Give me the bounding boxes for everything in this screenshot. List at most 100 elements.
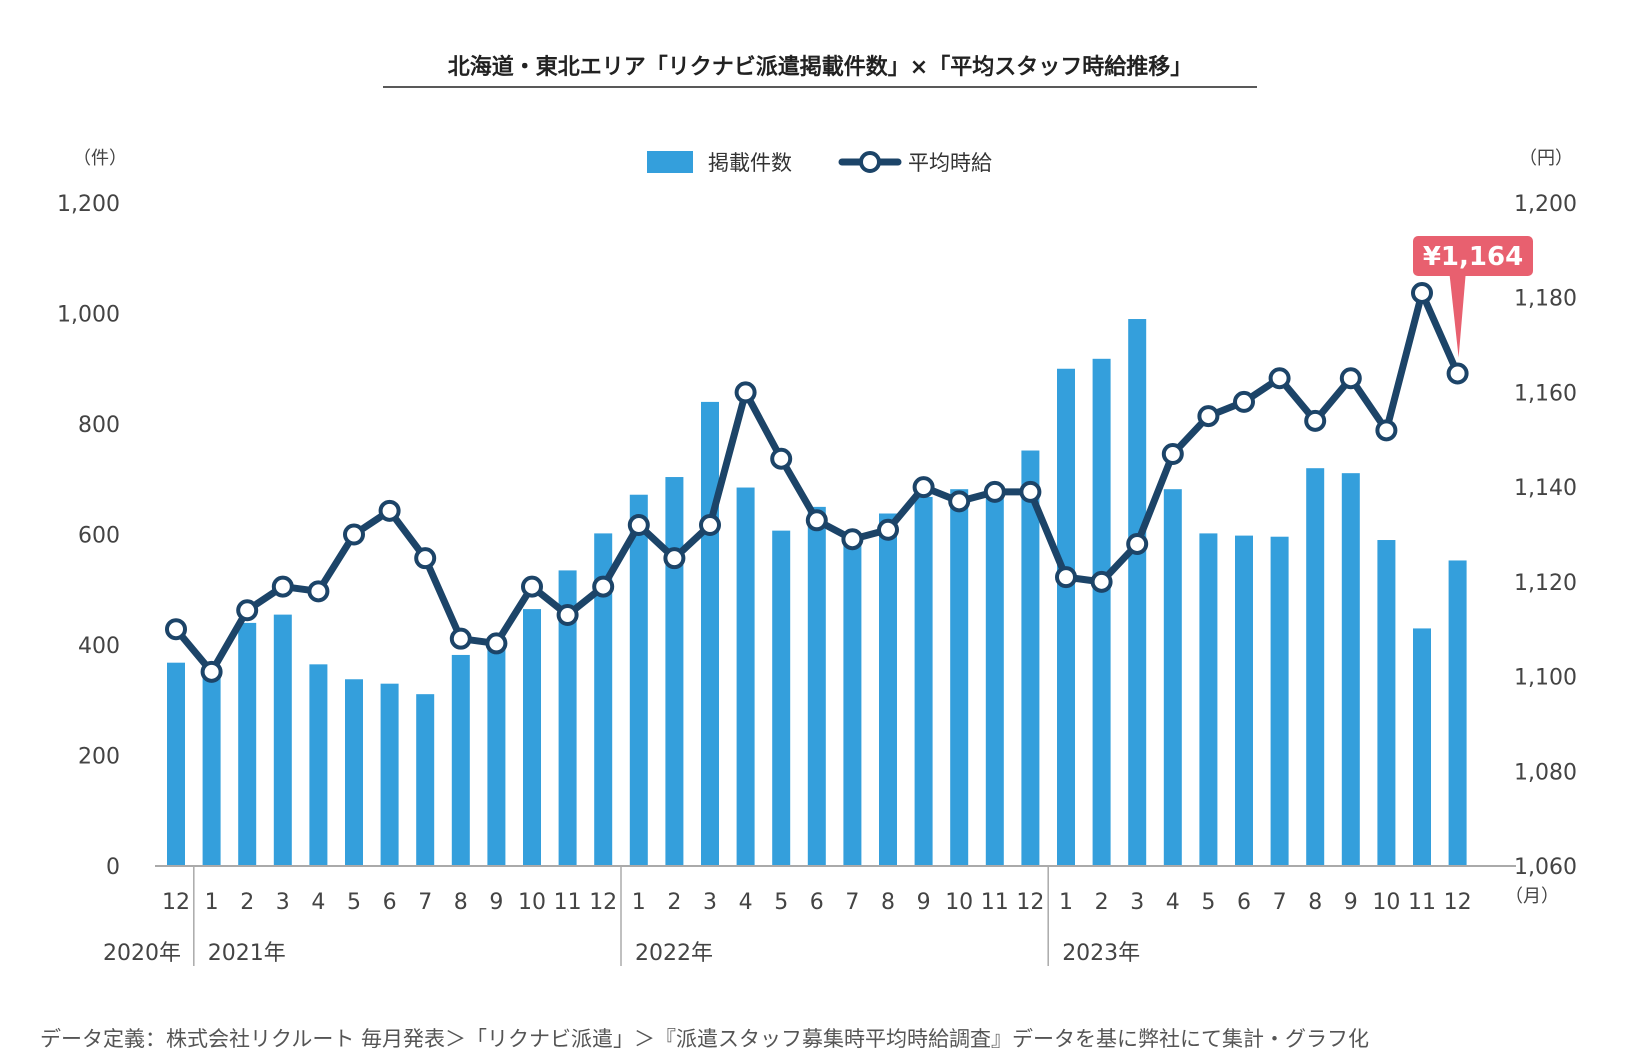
month-label: 9	[1344, 890, 1358, 915]
wage-point	[663, 547, 686, 570]
wage-point	[343, 523, 365, 546]
wage-point	[627, 514, 650, 537]
month-label: 1	[205, 890, 219, 915]
bar	[451, 654, 470, 866]
month-label: 11	[981, 890, 1009, 915]
year-labels: 2020年 2021年 2022年 2023年	[103, 941, 1140, 966]
left-tick-label: 1,000	[57, 303, 120, 328]
callout-value: ¥1,164	[1423, 242, 1523, 272]
month-labels: 12 1 2 3 4 5 6 7 8 9 10 11 12 1 2 3 4 5 6 7 8 9 10 11 12 1 2 3 4 5 6 7 8…	[162, 890, 1472, 915]
bar	[167, 662, 185, 866]
bar	[879, 513, 897, 866]
wage-point	[805, 509, 828, 532]
month-label: 2	[1095, 890, 1109, 915]
wage-point	[699, 514, 721, 537]
month-label: 7	[1273, 890, 1287, 915]
left-axis-ticks: 0 200 400 600 800 1,000 1,200	[57, 192, 120, 880]
callout-box	[1413, 236, 1533, 276]
bar	[345, 679, 363, 866]
month-label: 1	[1059, 890, 1073, 915]
wage-point	[271, 575, 294, 598]
month-label: 10	[945, 890, 973, 915]
month-label: 6	[1237, 890, 1251, 915]
month-label: 6	[810, 890, 824, 915]
month-label: 9	[917, 890, 931, 915]
month-label: 7	[418, 890, 432, 915]
left-tick-label: 1,200	[57, 192, 120, 217]
latest-value-callout: ¥1,164	[1413, 236, 1533, 358]
wage-point	[1055, 566, 1077, 589]
right-tick-label: 1,080	[1514, 760, 1577, 785]
right-tick-label: 1,140	[1514, 476, 1577, 501]
month-label: 5	[347, 890, 361, 915]
right-tick-label: 1,200	[1514, 192, 1577, 217]
right-tick-label: 1,180	[1514, 287, 1577, 312]
bar	[1092, 358, 1111, 866]
wage-point	[236, 599, 259, 622]
wage-point	[877, 518, 899, 541]
month-label: 8	[881, 890, 895, 915]
month-label: 4	[1166, 890, 1180, 915]
month-label: 12	[162, 890, 190, 915]
bar	[772, 530, 791, 866]
right-tick-label: 1,060	[1514, 855, 1577, 880]
month-label: 6	[383, 890, 397, 915]
bar	[665, 477, 684, 866]
bar	[273, 614, 292, 866]
wage-point	[1411, 281, 1433, 304]
callout-pointer	[1449, 275, 1466, 358]
right-tick-label: 1,120	[1514, 571, 1577, 596]
left-tick-label: 400	[78, 634, 120, 659]
bar	[594, 533, 613, 866]
month-label: 12	[1444, 890, 1472, 915]
source-note: データ定義：株式会社リクルート 毎月発表＞「リクナビ派遣」＞『派遣スタッフ募集時…	[40, 1027, 1369, 1051]
left-axis-unit: （件）	[73, 148, 127, 169]
month-label: 12	[1016, 890, 1044, 915]
bar	[380, 683, 399, 866]
wage-point	[1126, 532, 1149, 555]
bar	[1057, 368, 1075, 866]
wage-point	[1339, 367, 1362, 390]
bar	[985, 494, 1004, 866]
month-label: 3	[276, 890, 290, 915]
left-tick-label: 600	[78, 524, 120, 549]
wage-point	[770, 447, 793, 470]
wage-point	[414, 547, 437, 570]
bar-series	[167, 319, 1467, 866]
month-label: 11	[554, 890, 582, 915]
month-label: 8	[454, 890, 468, 915]
wage-point	[200, 660, 223, 683]
right-tick-label: 1,100	[1514, 666, 1577, 691]
bar	[807, 506, 826, 866]
right-tick-label: 1,160	[1514, 381, 1577, 406]
wage-point	[485, 632, 508, 655]
year-label: 2022年	[635, 941, 713, 966]
month-label: 12	[589, 890, 617, 915]
wage-point	[1019, 480, 1042, 503]
wage-point	[912, 476, 935, 499]
year-label: 2023年	[1062, 941, 1140, 966]
wage-point	[165, 618, 187, 641]
bar	[736, 487, 755, 866]
bar	[1413, 628, 1431, 866]
month-label: 2	[667, 890, 681, 915]
month-label: 5	[1201, 890, 1215, 915]
legend-bar-swatch	[647, 151, 693, 173]
bar	[629, 494, 648, 866]
wage-point	[1197, 405, 1220, 428]
left-tick-label: 0	[106, 855, 120, 880]
left-tick-label: 200	[78, 745, 120, 770]
wage-point	[521, 575, 543, 598]
month-label: 3	[1130, 890, 1144, 915]
wage-point	[948, 490, 971, 513]
legend-line-label: 平均時給	[908, 151, 992, 175]
bar	[1377, 540, 1396, 866]
bar	[416, 694, 435, 866]
wage-point	[1446, 362, 1469, 385]
bar	[1270, 536, 1289, 866]
wage-point	[1268, 367, 1291, 390]
month-label: 10	[1372, 890, 1400, 915]
right-axis-unit: （円）	[1519, 148, 1573, 169]
line-series	[165, 281, 1469, 683]
wage-point	[1161, 442, 1184, 465]
